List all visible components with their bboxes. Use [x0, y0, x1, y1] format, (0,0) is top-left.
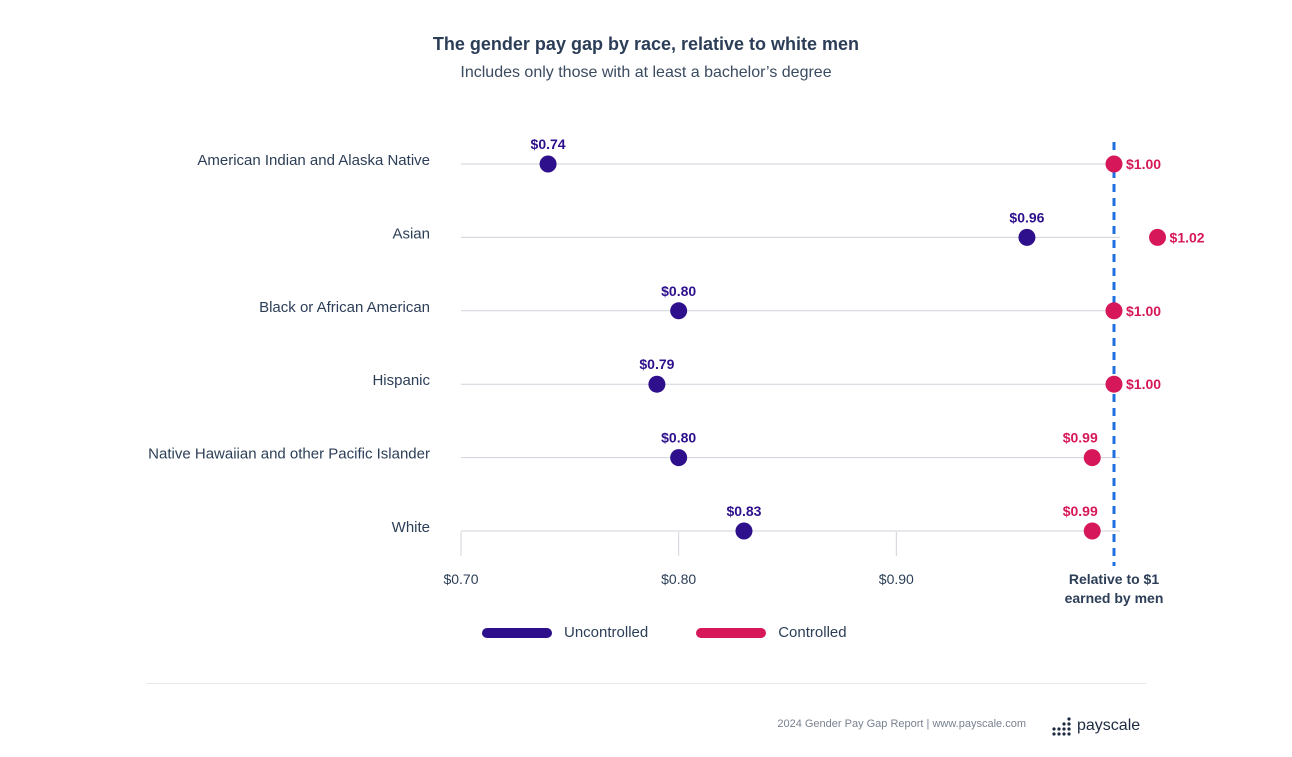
chart-title: The gender pay gap by race, relative to … [432, 34, 860, 54]
reference-label-line2: earned by men [1065, 590, 1164, 606]
controlled-dot [1083, 522, 1101, 540]
uncontrolled-dot [648, 375, 666, 393]
uncontrolled-dot [539, 155, 557, 173]
controlled-value-label: $1.02 [1170, 229, 1205, 245]
uncontrolled-dot [670, 302, 688, 320]
x-tick-label: $0.70 [443, 571, 478, 587]
uncontrolled-value-label: $0.96 [1009, 209, 1044, 225]
controlled-value-label: $1.00 [1126, 156, 1161, 172]
legend-item-controlled: Controlled [696, 624, 847, 641]
uncontrolled-value-label: $0.80 [661, 283, 696, 299]
dot-plot: American Indian and Alaska Native Asian Bl… [148, 136, 1205, 606]
chart-subtitle: Includes only those with at least a bach… [460, 64, 832, 81]
controlled-dot [1105, 302, 1123, 320]
reference-label-line1: Relative to $1 [1069, 571, 1159, 587]
footer-source-text: 2024 Gender Pay Gap Report | www.payscal… [777, 718, 1026, 730]
category-label: Black or African American [259, 299, 430, 316]
x-tick-label: $0.80 [661, 571, 696, 587]
controlled-value-label: $0.99 [1063, 503, 1098, 519]
uncontrolled-dot [735, 522, 753, 540]
category-label: American Indian and Alaska Native [197, 152, 430, 169]
payscale-logo-word: payscale [1077, 717, 1141, 734]
uncontrolled-dot [670, 449, 688, 467]
uncontrolled-value-label: $0.83 [726, 503, 761, 519]
x-tick-label: $0.90 [879, 571, 914, 587]
uncontrolled-value-label: $0.80 [661, 430, 696, 446]
controlled-value-label: $0.99 [1063, 430, 1098, 446]
controlled-value-label: $1.00 [1126, 303, 1161, 319]
footer-divider [146, 683, 1146, 684]
legend: Uncontrolled Controlled [482, 624, 895, 641]
legend-swatch-controlled [696, 627, 767, 638]
controlled-dot [1149, 228, 1167, 246]
legend-swatch-uncontrolled [482, 627, 552, 638]
payscale-logo: payscale [1052, 714, 1140, 738]
footer: 2024 Gender Pay Gap Report | www.payscal… [0, 714, 1292, 738]
category-label: Native Hawaiian and other Pacific Island… [148, 446, 430, 463]
legend-label-controlled: Controlled [778, 624, 847, 641]
legend-label-uncontrolled: Uncontrolled [564, 624, 649, 641]
uncontrolled-value-label: $0.74 [531, 136, 566, 152]
controlled-dot [1105, 375, 1123, 393]
legend-item-uncontrolled: Uncontrolled [482, 624, 648, 641]
category-label: Asian [392, 225, 430, 242]
category-label: Hispanic [372, 372, 430, 389]
uncontrolled-value-label: $0.79 [639, 356, 674, 372]
payscale-logo-icon [1052, 717, 1071, 736]
controlled-dot [1105, 155, 1123, 173]
category-label: White [392, 519, 430, 536]
controlled-dot [1083, 449, 1101, 467]
uncontrolled-dot [1018, 228, 1036, 246]
controlled-value-label: $1.00 [1126, 376, 1161, 392]
